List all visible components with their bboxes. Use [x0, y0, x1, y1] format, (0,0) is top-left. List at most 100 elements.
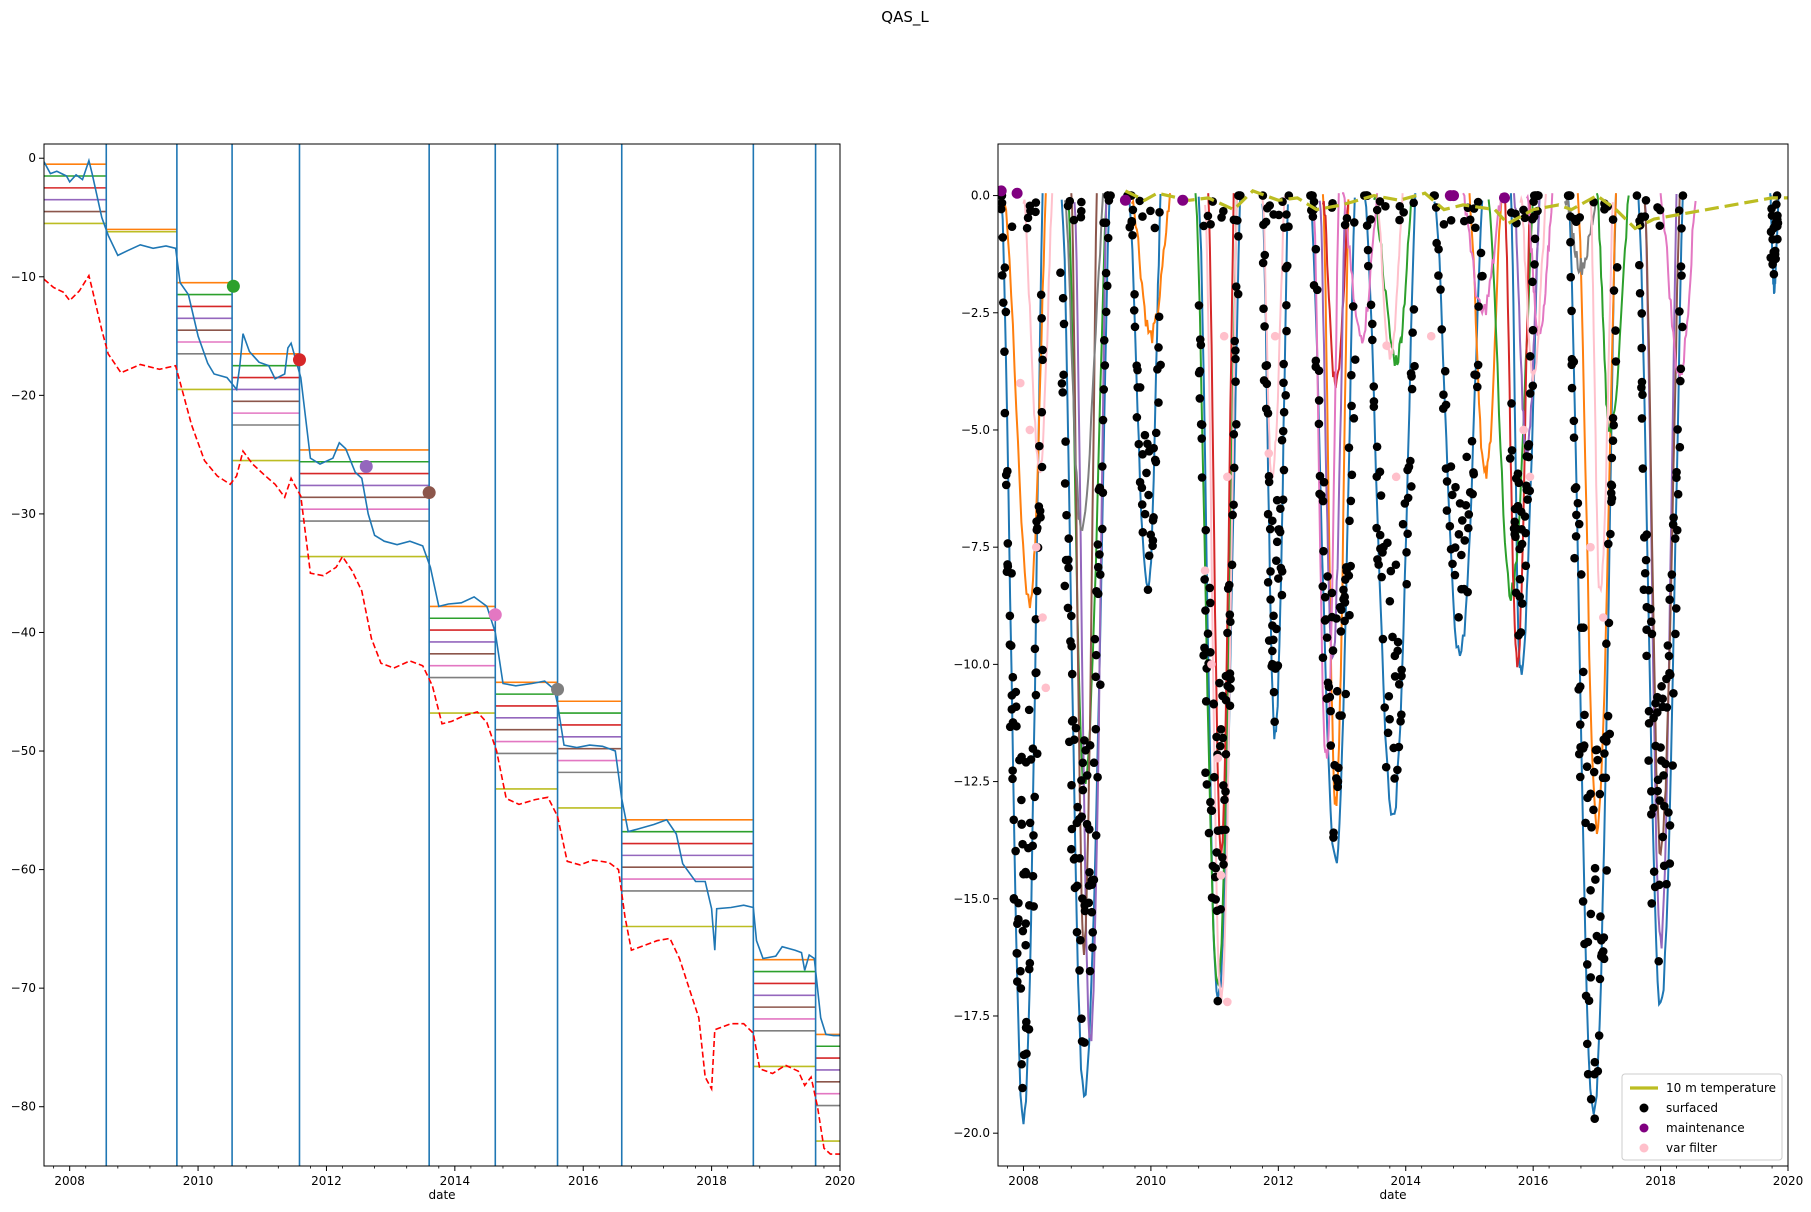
surfaced-point [1601, 773, 1611, 783]
surfaced-point [1005, 611, 1015, 621]
surfaced-point [1403, 493, 1413, 503]
surfaced-point [1439, 390, 1448, 399]
surfaced-point [1093, 562, 1103, 572]
surfaced-point [1586, 789, 1595, 799]
surfaced-point [1647, 629, 1657, 639]
y-tick-label: −2.5 [961, 306, 990, 320]
surfaced-point [1646, 617, 1656, 626]
surfaced-point [1075, 966, 1084, 975]
surfaced-point [1146, 206, 1155, 216]
surfaced-point [1270, 717, 1279, 727]
surfaced-point [1673, 425, 1682, 434]
surfaced-point [1021, 940, 1030, 950]
surfaced-point [1336, 627, 1346, 636]
surfaced-point [1085, 867, 1094, 877]
surfaced-point [1231, 377, 1240, 387]
surfaced-point [1080, 906, 1090, 916]
surfaced-point [1403, 465, 1412, 475]
x-tick-label: 2018 [696, 1174, 727, 1188]
x-tick-label: 2014 [440, 1174, 471, 1188]
surfaced-point [1367, 319, 1377, 329]
surfaced-point [1012, 721, 1021, 731]
surfaced-point [1437, 325, 1447, 334]
surfaced-point [1000, 263, 1010, 272]
surfaced-point [1269, 635, 1278, 645]
surfaced-point [1266, 595, 1275, 604]
surfaced-point [1393, 637, 1403, 647]
surfaced-point [1023, 213, 1033, 223]
x-tick-label: 2020 [825, 1174, 856, 1188]
surfaced-point [1078, 785, 1088, 795]
surfaced-point [1199, 221, 1209, 231]
surfaced-point [1471, 370, 1481, 380]
surfaced-point [1517, 539, 1527, 549]
x-tick-label: 2016 [568, 1174, 599, 1188]
surfaced-point [1066, 611, 1076, 621]
surfaced-point [1640, 568, 1650, 578]
surfaced-point [1132, 413, 1142, 422]
surfaced-point [1662, 703, 1672, 712]
surfaced-point [1659, 771, 1668, 780]
surfaced-point [1026, 206, 1035, 216]
surfaced-point [1229, 463, 1239, 473]
surfaced-point [1612, 263, 1622, 272]
surfaced-point [1652, 708, 1662, 717]
surfaced-point [1450, 570, 1460, 580]
surfaced-point [1344, 443, 1354, 452]
surfaced-point [1609, 420, 1618, 430]
surfaced-point [1028, 871, 1038, 881]
y-tick-label: −60 [11, 863, 36, 877]
surfaced-point [1334, 763, 1343, 773]
surfaced-point [1649, 803, 1658, 813]
surfaced-point [1609, 286, 1619, 295]
depth-profile-line [1000, 193, 1044, 1125]
surfaced-point [1215, 678, 1224, 688]
surfaced-point [1655, 221, 1665, 231]
var-filter-point [1025, 425, 1035, 435]
surfaced-point [1406, 456, 1415, 466]
surfaced-point [1001, 307, 1011, 317]
surfaced-point [1315, 471, 1325, 481]
surfaced-point [1376, 491, 1386, 500]
surfaced-point [1669, 513, 1678, 522]
surfaced-point [1033, 523, 1042, 533]
surfaced-point [1372, 442, 1382, 452]
surfaced-point [1073, 802, 1082, 812]
surfaced-point [1259, 304, 1268, 313]
surfaced-point [1642, 651, 1651, 661]
surfaced-point [1399, 208, 1408, 217]
surfaced-point [1408, 328, 1417, 337]
surfaced-point [1656, 743, 1665, 752]
surfaced-point [1593, 1066, 1603, 1076]
surfaced-point [1457, 550, 1466, 560]
surfaced-point [1528, 214, 1537, 224]
depth-profile-line [1509, 193, 1541, 675]
surfaced-point [1402, 579, 1411, 589]
surfaced-point [1085, 966, 1095, 976]
blue-series-line [44, 157, 840, 1037]
surfaced-point [1060, 479, 1070, 488]
surfaced-point [1638, 464, 1648, 473]
surfaced-point [1067, 669, 1077, 679]
surfaced-point [1600, 749, 1609, 758]
var-filter-point [1038, 613, 1047, 622]
surfaced-point [1394, 742, 1404, 752]
surfaced-point [1529, 197, 1538, 206]
surfaced-point [1583, 937, 1593, 947]
surfaced-point [1269, 687, 1279, 697]
surfaced-point [1149, 443, 1158, 453]
surfaced-point [1072, 927, 1082, 937]
surfaced-point [1347, 370, 1356, 380]
surfaced-point [1567, 383, 1577, 393]
surfaced-point [1641, 555, 1651, 565]
surfaced-point [1060, 581, 1070, 591]
plot-area [998, 185, 1788, 1125]
surfaced-point [1215, 741, 1225, 751]
surfaced-point [1363, 245, 1373, 255]
surfaced-point [1217, 213, 1226, 222]
surfaced-point [1567, 306, 1576, 316]
surfaced-point [1282, 210, 1291, 219]
surfaced-point [1665, 821, 1675, 830]
surfaced-point [1383, 538, 1392, 548]
surfaced-point [1261, 361, 1271, 371]
